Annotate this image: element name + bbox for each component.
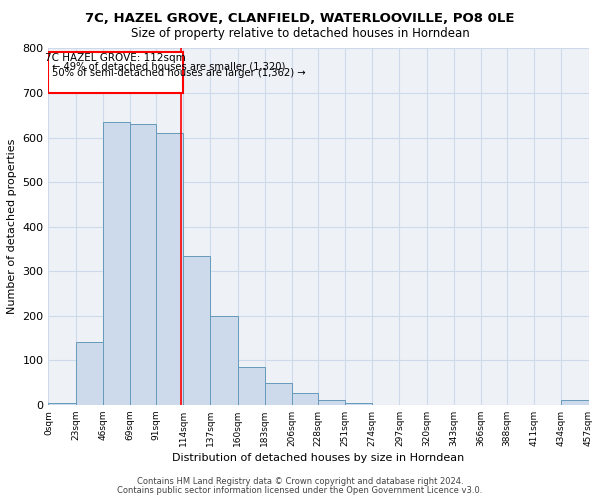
Text: Contains public sector information licensed under the Open Government Licence v3: Contains public sector information licen… <box>118 486 482 495</box>
FancyBboxPatch shape <box>49 52 183 93</box>
Bar <box>130 124 156 405</box>
Bar <box>318 400 345 405</box>
Text: Size of property relative to detached houses in Horndean: Size of property relative to detached ho… <box>131 28 469 40</box>
Text: 7C HAZEL GROVE: 112sqm: 7C HAZEL GROVE: 112sqm <box>46 53 186 63</box>
Bar <box>345 402 372 405</box>
Bar <box>238 367 265 405</box>
Bar <box>76 342 103 405</box>
Bar <box>265 384 292 405</box>
X-axis label: Distribution of detached houses by size in Horndean: Distribution of detached houses by size … <box>172 453 464 463</box>
Bar <box>292 393 318 405</box>
Bar <box>156 133 183 405</box>
Y-axis label: Number of detached properties: Number of detached properties <box>7 139 17 314</box>
Bar <box>103 122 130 405</box>
Bar <box>562 400 589 405</box>
Text: Contains HM Land Registry data © Crown copyright and database right 2024.: Contains HM Land Registry data © Crown c… <box>137 477 463 486</box>
Bar <box>49 402 76 405</box>
Text: 50% of semi-detached houses are larger (1,362) →: 50% of semi-detached houses are larger (… <box>52 68 305 78</box>
Text: 7C, HAZEL GROVE, CLANFIELD, WATERLOOVILLE, PO8 0LE: 7C, HAZEL GROVE, CLANFIELD, WATERLOOVILL… <box>85 12 515 26</box>
Bar <box>211 316 238 405</box>
Text: ← 49% of detached houses are smaller (1,320): ← 49% of detached houses are smaller (1,… <box>52 62 286 72</box>
Bar <box>183 256 211 405</box>
